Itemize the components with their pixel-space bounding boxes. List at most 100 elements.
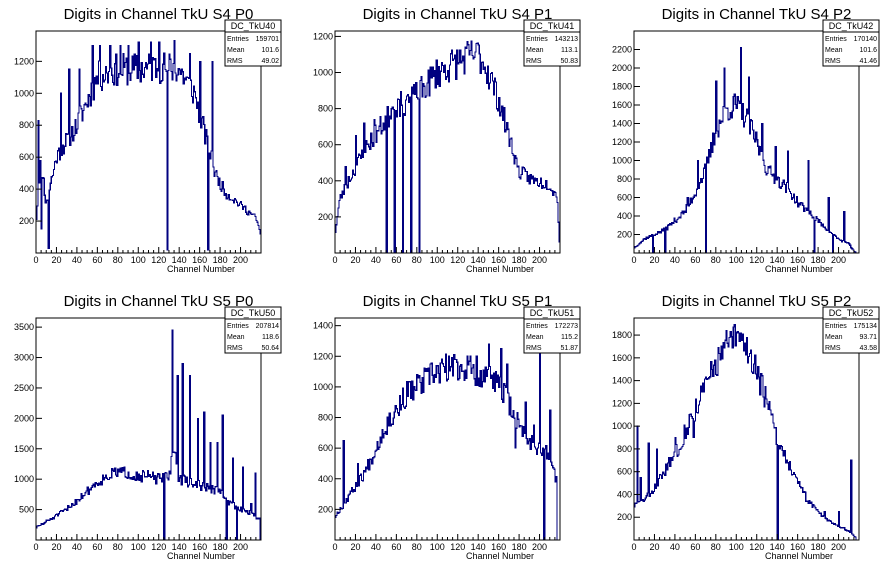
- x-tick-label: 20: [649, 542, 659, 552]
- stats-value: 41.46: [859, 58, 877, 65]
- y-tick-label: 600: [318, 140, 333, 150]
- x-tick-label: 160: [790, 255, 805, 265]
- x-tick-label: 20: [350, 255, 360, 265]
- y-tick-label: 1000: [313, 68, 333, 78]
- y-tick-label: 200: [617, 512, 632, 522]
- y-tick-label: 800: [19, 120, 34, 130]
- x-tick-label: 80: [113, 255, 123, 265]
- x-tick-label: 40: [72, 542, 82, 552]
- y-tick-label: 2000: [612, 63, 632, 73]
- y-tick-label: 600: [318, 443, 333, 453]
- x-tick-label: 40: [371, 255, 381, 265]
- stats-value: 159701: [256, 36, 279, 43]
- x-tick-label: 80: [412, 255, 422, 265]
- stats-box: [224, 306, 282, 354]
- x-tick-label: 120: [450, 542, 465, 552]
- histogram-line: [633, 323, 857, 541]
- y-tick-label: 500: [19, 505, 34, 515]
- y-tick-label: 3500: [14, 322, 34, 332]
- histogram-panel: Digits in Channel TkU S4 P0 0 20 40 60 80 100 1…: [14, 6, 282, 274]
- stats-name: DC_TkU40: [231, 21, 276, 31]
- histogram-panel: Digits in Channel TkU S4 P2 0 20 40 60 80 100 1…: [612, 6, 880, 274]
- chart-title: Digits in Channel TkU S4 P2: [662, 6, 852, 23]
- y-tick-label: 600: [19, 152, 34, 162]
- x-tick-label: 60: [690, 255, 700, 265]
- stats-label: RMS: [825, 345, 841, 352]
- stats-value: 51.87: [560, 345, 578, 352]
- y-tick-label: 1200: [313, 31, 333, 41]
- y-tick-label: 1800: [612, 82, 632, 92]
- x-axis-label: Channel Number: [466, 551, 534, 561]
- x-tick-label: 80: [711, 255, 721, 265]
- stats-name: DC_TkU41: [530, 21, 575, 31]
- x-tick-label: 140: [770, 542, 785, 552]
- stats-label: Entries: [526, 36, 548, 43]
- y-tick-label: 1600: [612, 100, 632, 110]
- stats-box: [523, 19, 581, 67]
- y-tick-label: 1200: [612, 398, 632, 408]
- x-tick-label: 100: [729, 542, 744, 552]
- x-tick-label: 180: [512, 542, 527, 552]
- y-tick-label: 1000: [14, 474, 34, 484]
- stats-value: 50.83: [560, 58, 578, 65]
- x-tick-label: 200: [233, 542, 248, 552]
- y-tick-label: 2000: [14, 413, 34, 423]
- x-tick-label: 160: [790, 542, 805, 552]
- x-tick-label: 200: [532, 255, 547, 265]
- stats-value: 50.64: [261, 345, 279, 352]
- y-tick-label: 400: [318, 474, 333, 484]
- stats-label: Mean: [825, 334, 843, 341]
- x-tick-label: 120: [749, 542, 764, 552]
- chart-title: Digits in Channel TkU S5 P0: [64, 293, 254, 310]
- x-tick-label: 120: [450, 255, 465, 265]
- histogram-panel: Digits in Channel TkU S5 P0 0 20 40 60 80 100 1…: [14, 293, 282, 561]
- stats-label: Entries: [825, 36, 847, 43]
- stats-label: Mean: [526, 47, 544, 54]
- stats-label: Entries: [825, 323, 847, 330]
- y-tick-label: 1400: [612, 376, 632, 386]
- x-tick-label: 0: [33, 255, 38, 265]
- stats-value: 172273: [555, 323, 578, 330]
- stats-value: 49.02: [261, 58, 279, 65]
- histogram-line: [35, 39, 262, 253]
- stats-label: RMS: [526, 345, 542, 352]
- x-tick-label: 0: [631, 542, 636, 552]
- y-tick-label: 800: [318, 104, 333, 114]
- histogram-panel: Digits in Channel TkU S4 P1 0 20 40 60 80 100 1…: [313, 6, 581, 274]
- y-tick-label: 400: [617, 489, 632, 499]
- x-axis-label: Channel Number: [466, 264, 534, 274]
- x-tick-label: 140: [172, 255, 187, 265]
- y-tick-label: 1200: [14, 56, 34, 66]
- stats-box: [224, 19, 282, 67]
- stats-name: DC_TkU51: [530, 308, 575, 318]
- x-tick-label: 100: [430, 542, 445, 552]
- stats-value: 101.6: [261, 47, 279, 54]
- x-tick-label: 160: [192, 542, 207, 552]
- x-tick-label: 200: [831, 542, 846, 552]
- stats-value: 43.58: [859, 345, 877, 352]
- histogram-panel: Digits in Channel TkU S5 P1 0 20 40 60 80 100 1…: [313, 293, 581, 561]
- stats-label: Mean: [526, 334, 544, 341]
- stats-value: 101.6: [859, 47, 877, 54]
- y-tick-label: 1600: [612, 353, 632, 363]
- chart-title: Digits in Channel TkU S4 P0: [64, 6, 254, 23]
- y-tick-label: 1400: [612, 119, 632, 129]
- chart-title: Digits in Channel TkU S5 P1: [363, 293, 553, 310]
- y-tick-label: 400: [617, 211, 632, 221]
- y-tick-label: 200: [19, 216, 34, 226]
- stats-box: [523, 306, 581, 354]
- x-tick-label: 40: [72, 255, 82, 265]
- stats-name: DC_TkU42: [829, 21, 874, 31]
- y-tick-label: 2500: [14, 383, 34, 393]
- y-tick-label: 1000: [612, 421, 632, 431]
- y-tick-label: 1800: [612, 330, 632, 340]
- x-tick-label: 120: [151, 542, 166, 552]
- stats-name: DC_TkU52: [829, 308, 874, 318]
- x-tick-label: 180: [811, 542, 826, 552]
- stats-label: Mean: [825, 47, 843, 54]
- stats-label: Entries: [227, 323, 249, 330]
- y-tick-label: 1500: [14, 444, 34, 454]
- x-tick-label: 200: [532, 542, 547, 552]
- stats-name: DC_TkU50: [231, 308, 276, 318]
- x-tick-label: 140: [770, 255, 785, 265]
